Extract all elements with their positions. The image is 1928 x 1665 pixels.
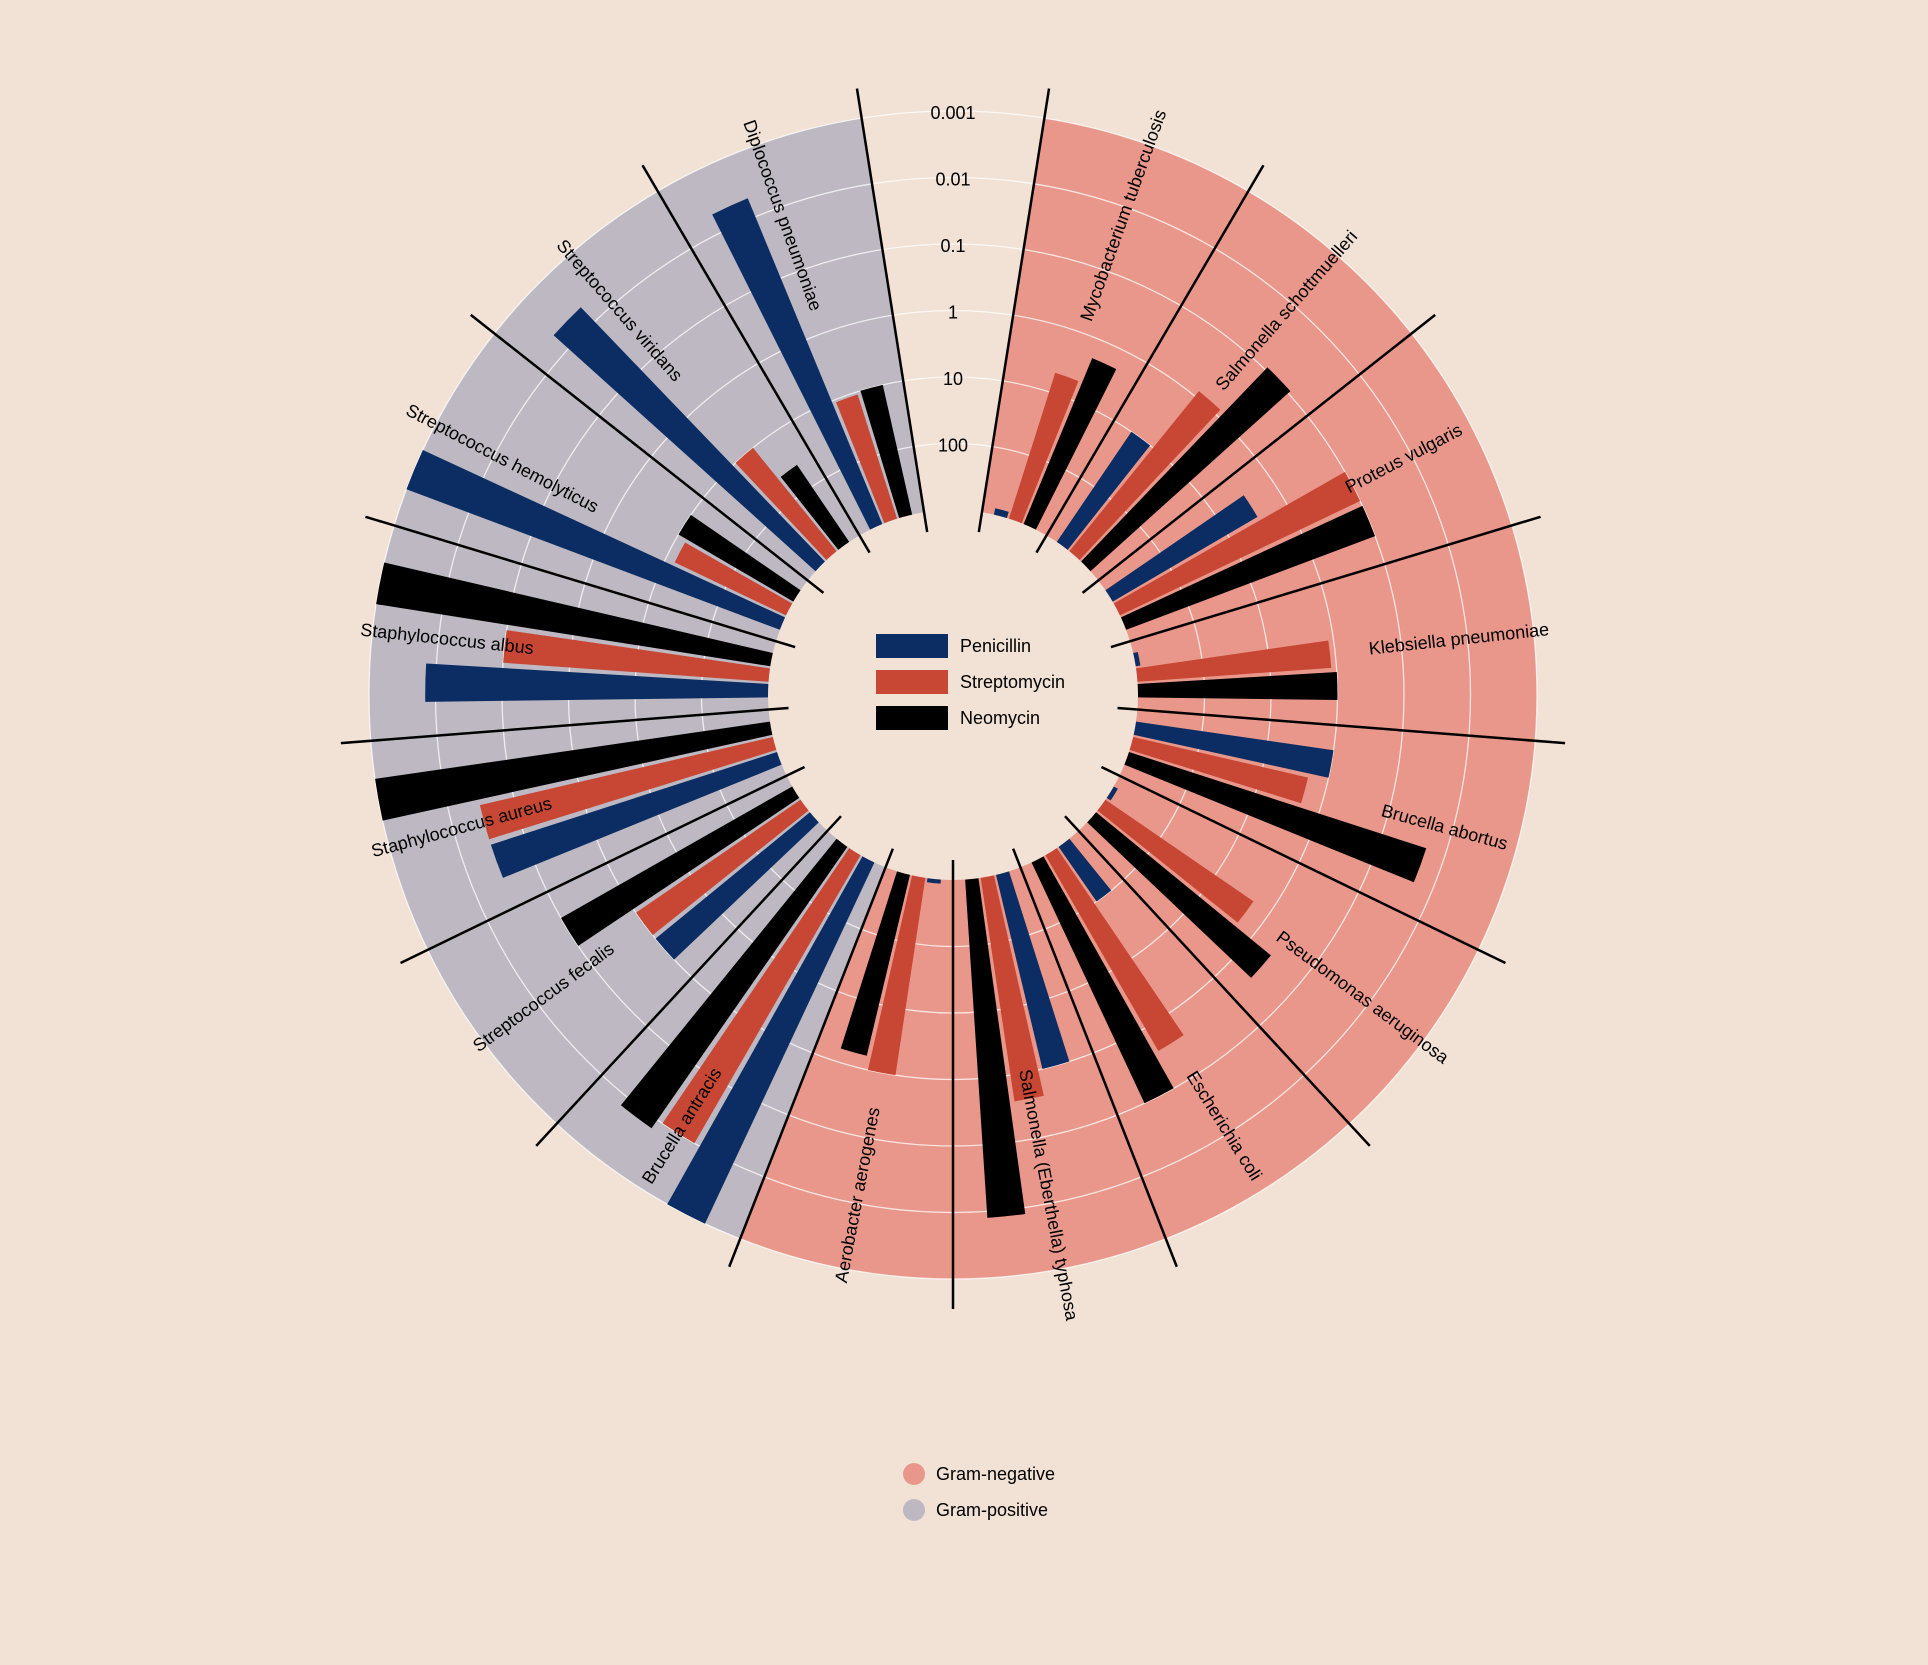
legend-swatch-streptomycin bbox=[876, 670, 948, 694]
series-legend: Penicillin Streptomycin Neomycin bbox=[876, 634, 1065, 730]
group-legend-dot bbox=[903, 1499, 925, 1521]
sector-separator bbox=[340, 706, 789, 745]
sector-separator bbox=[1035, 164, 1265, 554]
bar-streptomycin bbox=[1008, 372, 1079, 524]
legend-label: Neomycin bbox=[960, 708, 1040, 728]
bar-streptomycin bbox=[1129, 736, 1308, 804]
bar-streptomycin bbox=[662, 848, 861, 1144]
bar-neomycin bbox=[860, 384, 913, 519]
bar-neomycin bbox=[1087, 812, 1271, 978]
bar-penicillin bbox=[993, 508, 1009, 519]
bar-neomycin bbox=[620, 838, 848, 1129]
group-legend-label: Gram-negative bbox=[936, 1464, 1055, 1484]
bars bbox=[375, 198, 1427, 1224]
axis-tick-label: 0.01 bbox=[935, 170, 970, 190]
sector-separator bbox=[977, 88, 1051, 533]
sector-separator bbox=[1117, 706, 1566, 745]
bar-penicillin bbox=[1056, 431, 1151, 550]
bar-neomycin bbox=[1081, 367, 1291, 572]
sector-separator bbox=[1110, 515, 1541, 649]
bar-neomycin bbox=[965, 878, 1026, 1218]
bar-neomycin bbox=[560, 786, 800, 946]
bar-penicillin bbox=[1133, 651, 1141, 667]
bar-penicillin bbox=[926, 878, 941, 884]
bar-penicillin bbox=[655, 812, 819, 960]
bar-penicillin bbox=[1058, 838, 1112, 902]
axis-tick-label: 0.1 bbox=[940, 236, 965, 256]
sector-separator bbox=[1081, 313, 1436, 594]
bar-penicillin bbox=[490, 752, 782, 878]
bar-neomycin bbox=[1137, 672, 1338, 700]
legend-label: Penicillin bbox=[960, 636, 1031, 656]
bar-penicillin bbox=[667, 856, 875, 1224]
sector-separator bbox=[641, 164, 871, 554]
bar-streptomycin bbox=[1069, 391, 1221, 561]
sector-separator bbox=[470, 313, 825, 594]
legend-swatch-neomycin bbox=[876, 706, 948, 730]
bar-streptomycin bbox=[636, 799, 809, 936]
bar-neomycin bbox=[840, 871, 910, 1056]
bar-neomycin bbox=[1031, 856, 1174, 1104]
bar-neomycin bbox=[375, 721, 773, 821]
bar-penicillin bbox=[425, 663, 769, 702]
bar-penicillin bbox=[1133, 721, 1334, 778]
sector-separator bbox=[365, 515, 796, 649]
axis-tick-label: 1 bbox=[948, 303, 958, 323]
axis-tick-label: 0.001 bbox=[930, 103, 975, 123]
sector-separator bbox=[1011, 848, 1178, 1268]
sector-separator bbox=[728, 848, 895, 1268]
legend-swatch-penicillin bbox=[876, 634, 948, 658]
group-legend-dot bbox=[903, 1463, 925, 1485]
bar-streptomycin bbox=[735, 447, 837, 561]
bar-neomycin bbox=[780, 464, 850, 550]
bar-penicillin bbox=[1106, 786, 1118, 801]
tick-labels: 0.001 0.01 0.1 1 10 100 bbox=[930, 103, 975, 456]
bar-streptomycin bbox=[674, 542, 793, 616]
sector-separator bbox=[400, 765, 806, 965]
bar-streptomycin bbox=[503, 630, 770, 682]
sector-separator bbox=[1100, 765, 1506, 965]
sector-separator bbox=[1064, 815, 1371, 1147]
bar-streptomycin bbox=[1045, 848, 1184, 1051]
separator-lines bbox=[340, 88, 1566, 1309]
bar-penicillin bbox=[406, 450, 786, 630]
bar-neomycin bbox=[376, 562, 773, 667]
bar-streptomycin bbox=[980, 875, 1044, 1102]
bar-penicillin bbox=[553, 307, 825, 572]
bar-penicillin bbox=[996, 871, 1070, 1069]
legend-label: Streptomycin bbox=[960, 672, 1065, 692]
bar-penicillin bbox=[712, 198, 883, 530]
bar-streptomycin bbox=[1097, 799, 1254, 923]
group-sector-gram-negative bbox=[740, 118, 1538, 1279]
bar-streptomycin bbox=[1136, 640, 1332, 682]
group-legend: Gram-negative Gram-positive bbox=[903, 1463, 1055, 1521]
bar-neomycin bbox=[1120, 505, 1376, 630]
bar-neomycin bbox=[1023, 358, 1117, 530]
axis-tick-label: 100 bbox=[938, 436, 968, 456]
bar-neomycin bbox=[1124, 752, 1427, 883]
bar-streptomycin bbox=[1113, 471, 1361, 616]
group-legend-label: Gram-positive bbox=[936, 1500, 1048, 1520]
bar-streptomycin bbox=[868, 875, 926, 1076]
bar-streptomycin bbox=[479, 736, 777, 840]
sector-separator bbox=[855, 88, 929, 533]
sector-separator bbox=[535, 815, 842, 1147]
bar-streptomycin bbox=[836, 394, 898, 524]
axis-tick-label: 10 bbox=[943, 369, 963, 389]
bar-neomycin bbox=[678, 514, 801, 602]
bar-penicillin bbox=[1105, 495, 1258, 602]
